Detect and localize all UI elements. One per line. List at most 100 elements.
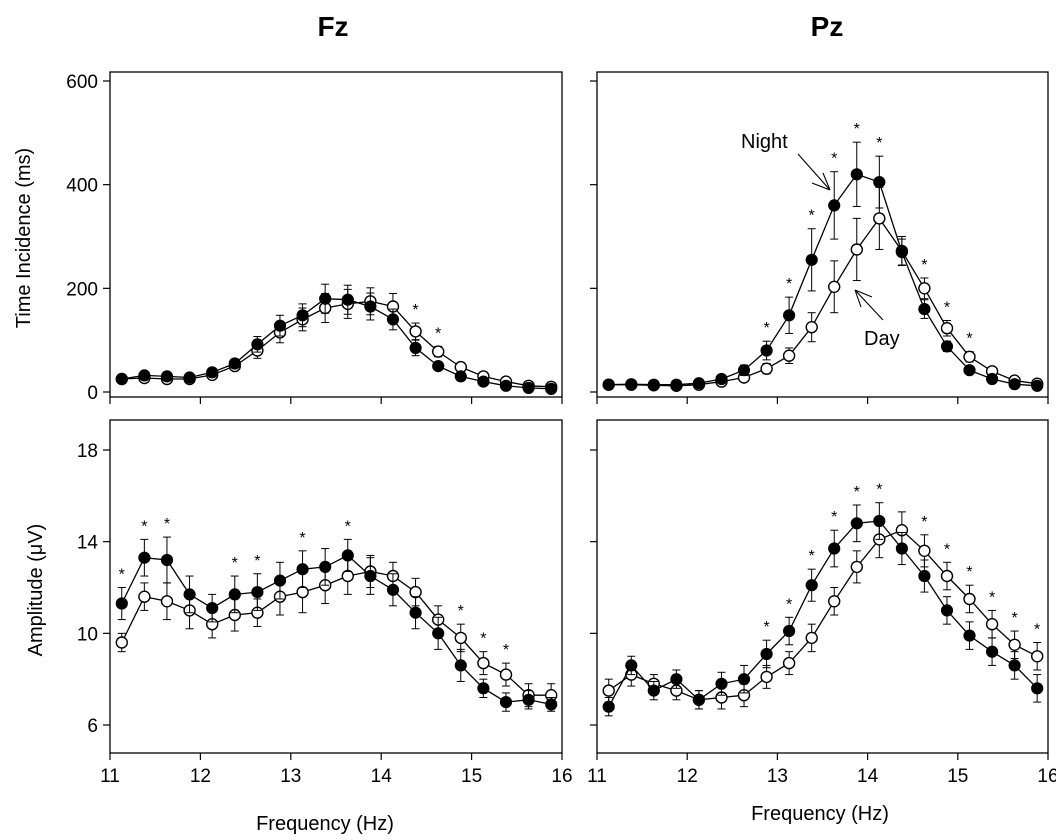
data-point-day (805, 321, 818, 334)
plot-frame (596, 419, 1049, 754)
data-point-day (985, 618, 999, 631)
plot-frame (596, 71, 1049, 398)
data-point-night (409, 341, 422, 354)
column-title-fz: Fz (317, 11, 348, 42)
x-tick-label: 12 (190, 766, 211, 787)
data-point-night (805, 579, 818, 592)
significance-marker: * (232, 555, 238, 572)
x-tick-label: 16 (1037, 766, 1056, 787)
x-tick-label: 13 (767, 766, 788, 787)
data-point-night (873, 176, 886, 189)
x-tick-label: 15 (947, 766, 968, 787)
data-point-night (296, 309, 309, 322)
data-point-night (602, 378, 615, 391)
y-tick-label: 14 (77, 533, 99, 554)
night-annotation: Night (741, 131, 788, 153)
data-point-night (160, 553, 174, 567)
data-point-night (940, 604, 954, 617)
data-point-night (625, 378, 638, 391)
data-point-night (873, 514, 886, 528)
data-point-night (782, 309, 796, 322)
data-point-day (432, 345, 445, 358)
data-point-night (522, 381, 535, 394)
data-point-night (341, 293, 354, 306)
data-point-day (477, 656, 490, 670)
data-point-day (1030, 650, 1044, 663)
data-point-night (850, 517, 863, 530)
significance-marker: * (809, 548, 815, 565)
x-axis-title-left: Frequency (Hz) (256, 813, 394, 835)
column-title-pz: Pz (811, 11, 844, 42)
data-point-day (828, 280, 841, 293)
data-point-day (963, 592, 976, 606)
y-tick-label: 6 (87, 716, 98, 737)
data-point-night (647, 378, 660, 391)
data-point-night (228, 357, 241, 370)
series-line-night (121, 554, 552, 706)
data-point-night (386, 313, 400, 326)
significance-marker: * (435, 325, 441, 342)
data-point-day (296, 585, 309, 599)
significance-marker: * (921, 257, 927, 274)
data-point-night (138, 369, 151, 382)
data-point-day (160, 595, 174, 608)
data-point-day (963, 350, 976, 363)
data-point-night (341, 549, 354, 562)
x-tick-label: 15 (461, 766, 482, 787)
data-point-day (115, 636, 129, 649)
data-point-night (477, 375, 490, 388)
data-point-night (1008, 659, 1021, 672)
y-axis-title-bottom: Amplitude (μV) (25, 524, 47, 657)
data-point-night (183, 371, 196, 384)
data-point-day (409, 325, 422, 338)
data-point-night (251, 338, 264, 351)
x-tick-label: 13 (280, 766, 301, 787)
data-point-night (918, 303, 931, 316)
data-point-night (386, 583, 400, 596)
data-point-day (1008, 638, 1021, 651)
significance-marker: * (944, 299, 950, 316)
data-point-night (715, 372, 728, 386)
data-point-night (760, 344, 773, 357)
data-point-night (115, 372, 128, 386)
data-point-night (273, 574, 287, 587)
data-point-day (760, 670, 773, 684)
data-point-night (963, 364, 976, 377)
significance-marker: * (966, 564, 972, 581)
significance-marker: * (458, 603, 464, 620)
data-point-day (940, 569, 954, 583)
data-point-night (692, 693, 706, 706)
data-point-night (985, 372, 999, 386)
data-point-night (454, 659, 467, 672)
data-point-day (850, 560, 863, 574)
data-point-night (160, 370, 174, 383)
data-point-night (364, 569, 377, 583)
significance-marker: * (989, 589, 995, 606)
significance-marker: * (831, 151, 837, 168)
significance-marker: * (164, 516, 170, 533)
significance-marker: * (299, 530, 305, 547)
data-point-night (602, 700, 615, 713)
significance-marker: * (763, 619, 769, 636)
x-tick-label: 11 (587, 766, 607, 787)
data-point-night (183, 588, 196, 601)
significance-marker: * (854, 484, 860, 501)
data-point-night (760, 647, 773, 661)
data-point-day (602, 684, 615, 697)
day-arrow (854, 289, 884, 321)
data-point-night (206, 601, 219, 615)
y-tick-label: 400 (66, 176, 98, 197)
day-annotation: Day (864, 328, 900, 350)
significance-marker: * (831, 509, 837, 526)
y-tick-label: 18 (77, 441, 98, 462)
data-point-night (737, 364, 751, 377)
y-tick-label: 600 (66, 72, 98, 93)
data-point-day (850, 243, 863, 256)
x-tick-label: 11 (100, 766, 120, 787)
significance-marker: * (119, 567, 125, 584)
data-point-night (963, 629, 976, 642)
y-axis-title-top: Time Incidence (ms) (13, 148, 35, 328)
significance-marker: * (876, 482, 882, 499)
significance-marker: * (503, 642, 509, 659)
